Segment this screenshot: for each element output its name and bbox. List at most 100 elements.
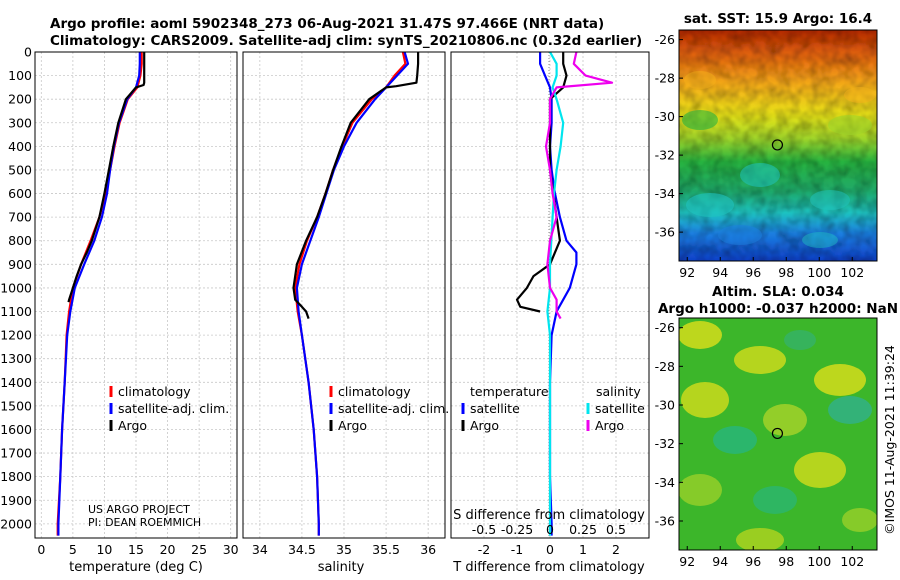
salinity-panel: 34 34.5 35 35.5 36 salinity climatology sate… [242, 51, 449, 575]
ytick-label: 1500 [0, 398, 32, 413]
xtick-label: 15 [128, 542, 144, 557]
temperature-grid [35, 51, 237, 538]
sla-patch [828, 396, 872, 424]
sla-map-title-2: Argo h1000: -0.037 h2000: NaN [658, 301, 898, 317]
sla-map-ticks: 92 94 96 98 100 102 -26 -28 -30 -32 -34 -36 [655, 320, 865, 569]
legend-header-salinity: salinity [596, 384, 641, 399]
ytick-label: 400 [8, 139, 32, 154]
xtick-label: 36 [420, 542, 436, 557]
sst-patches [682, 71, 876, 248]
ytick-label: 900 [8, 257, 32, 272]
map-ytick-label: -34 [655, 475, 675, 490]
legend-label-argo: Argo [338, 418, 367, 433]
map-xtick-label: 94 [712, 554, 728, 569]
map-xtick-label: 102 [840, 265, 864, 280]
ytick-label: 600 [8, 186, 32, 201]
top-xtick-label: -0.25 [501, 522, 533, 537]
map-ytick-label: -32 [655, 148, 675, 163]
legend-label-climatology: climatology [338, 384, 411, 399]
sst-patch [810, 190, 850, 210]
legend-label-t-argo: Argo [470, 418, 499, 433]
temperature-series [56, 52, 146, 536]
legend-label-t-satellite: satellite [470, 401, 520, 416]
sla-map-panel: Altim. SLA: 0.034 Argo h1000: -0.037 h20… [655, 284, 898, 569]
sst-field [679, 30, 877, 261]
temperature-ticks: 0100200300400500600700800900100011001200… [0, 45, 238, 558]
ytick-label: 1300 [0, 351, 32, 366]
xtick-label: 34 [252, 542, 268, 557]
ytick-label: 100 [8, 68, 32, 83]
ytick-label: 1400 [0, 375, 32, 390]
ytick-label: 1100 [0, 304, 32, 319]
map-xtick-label: 96 [745, 265, 761, 280]
difference-series [515, 52, 614, 536]
sla-patch [713, 426, 757, 454]
map-xtick-label: 102 [840, 554, 864, 569]
series-line-temperature-satellite [538, 52, 578, 536]
map-ytick-label: -28 [655, 71, 675, 86]
difference-xlabel: T difference from climatology [452, 560, 645, 575]
sst-patch [740, 163, 780, 187]
sla-patch [679, 321, 722, 349]
legend-label-climatology: climatology [118, 384, 191, 399]
top-xtick-label: 0.5 [606, 522, 626, 537]
map-ytick-label: -28 [655, 359, 675, 374]
difference-ticks: -2 -1 0 1 2 -0.5 -0.25 0 0.25 0.5 [472, 522, 626, 557]
series-line-argo [292, 52, 420, 319]
ytick-label: 0 [24, 45, 32, 60]
xtick-label: 34.5 [288, 542, 316, 557]
xtick-label: 0 [37, 542, 45, 557]
map-ytick-label: -36 [655, 514, 675, 529]
difference-panel: -2 -1 0 1 2 -0.5 -0.25 0 0.25 0.5 T difference fr… [450, 51, 650, 575]
map-xtick-label: 100 [807, 265, 831, 280]
sla-patch [814, 364, 866, 396]
argo-location-marker [771, 427, 784, 440]
ytick-label: 1800 [0, 469, 32, 484]
sla-patch [763, 404, 807, 436]
ytick-label: 1200 [0, 328, 32, 343]
sla-patch [784, 330, 816, 350]
sst-patch [718, 225, 762, 245]
salinity-frame [242, 51, 446, 539]
ytick-label: 2000 [0, 516, 32, 531]
temperature-panel: 0100200300400500600700800900100011001200… [0, 45, 238, 576]
xtick-label: 10 [96, 542, 112, 557]
map-xtick-label: 96 [745, 554, 761, 569]
sst-patch [686, 193, 734, 217]
temperature-xlabel: temperature (deg C) [69, 560, 203, 575]
ytick-label: 1000 [0, 280, 32, 295]
map-ytick-label: -30 [655, 109, 675, 124]
xtick-label: 35.5 [372, 542, 400, 557]
sst-map-panel: sat. SST: 15.9 Argo: 16.4 92 94 96 98 100 102… [655, 11, 878, 280]
top-xtick-label: -0.5 [472, 522, 496, 537]
xtick-label: -2 [478, 542, 490, 557]
legend-label-argo: Argo [118, 418, 147, 433]
map-xtick-label: 92 [679, 554, 695, 569]
legend-label-satellite-adj: satellite-adj. clim. [118, 401, 229, 416]
sla-patch [681, 382, 729, 418]
difference-frame [450, 51, 650, 539]
salinity-legend: climatology satellite-adj. clim. Argo [329, 384, 449, 433]
project-credit: US ARGO PROJECT [88, 503, 190, 516]
ytick-label: 300 [8, 115, 32, 130]
ytick-label: 800 [8, 233, 32, 248]
salinity-ticks: 34 34.5 35 35.5 36 [252, 542, 436, 557]
top-xtick-label: 0 [546, 522, 554, 537]
xtick-label: 5 [69, 542, 77, 557]
xtick-label: 25 [191, 542, 207, 557]
sst-map-title: sat. SST: 15.9 Argo: 16.4 [684, 11, 872, 27]
ytick-label: 1600 [0, 422, 32, 437]
sst-patch [844, 87, 876, 103]
map-xtick-label: 92 [679, 265, 695, 280]
legend-label-s-argo: Argo [595, 418, 624, 433]
pi-credit: PI: DEAN ROEMMICH [88, 516, 201, 529]
series-line-salinity-satellite [546, 52, 565, 536]
xtick-label: 30 [223, 542, 239, 557]
ytick-label: 1900 [0, 493, 32, 508]
sla-patch [794, 452, 846, 488]
legend-label-s-satellite: satellite [595, 401, 645, 416]
ytick-label: 700 [8, 210, 32, 225]
map-ytick-label: -36 [655, 225, 675, 240]
argo-location-marker [771, 139, 784, 151]
